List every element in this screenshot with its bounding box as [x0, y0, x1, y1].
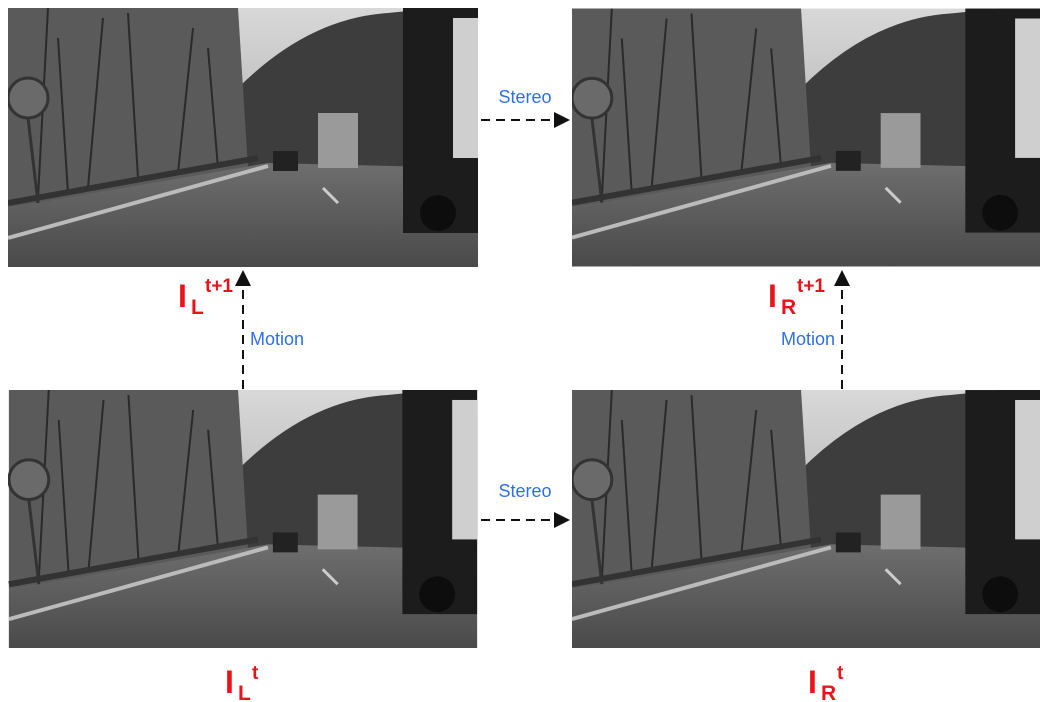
image-right-t1 [572, 9, 1040, 267]
node-label: L [191, 296, 204, 319]
node-label: I [225, 664, 234, 700]
node-label: I [768, 278, 777, 314]
edge-label: Motion [781, 329, 835, 349]
node-label: L [238, 682, 251, 702]
node-label: I [178, 278, 187, 314]
image-left-t [9, 390, 477, 648]
node-label: t+1 [205, 276, 233, 297]
node-label: R [781, 296, 796, 319]
image-left-t1 [8, 8, 478, 267]
edge-label: Stereo [498, 87, 551, 107]
node-label: t [252, 663, 259, 684]
diagram: Stereo Stereo Motion Motion I L t+1 I R … [0, 0, 1041, 702]
edge-label: Stereo [498, 481, 551, 501]
image-right-t [572, 390, 1040, 648]
node-label: R [821, 682, 836, 702]
node-label: t [837, 663, 844, 684]
node-label: t+1 [797, 276, 825, 297]
node-label: I [808, 664, 817, 700]
edge-label: Motion [250, 329, 304, 349]
